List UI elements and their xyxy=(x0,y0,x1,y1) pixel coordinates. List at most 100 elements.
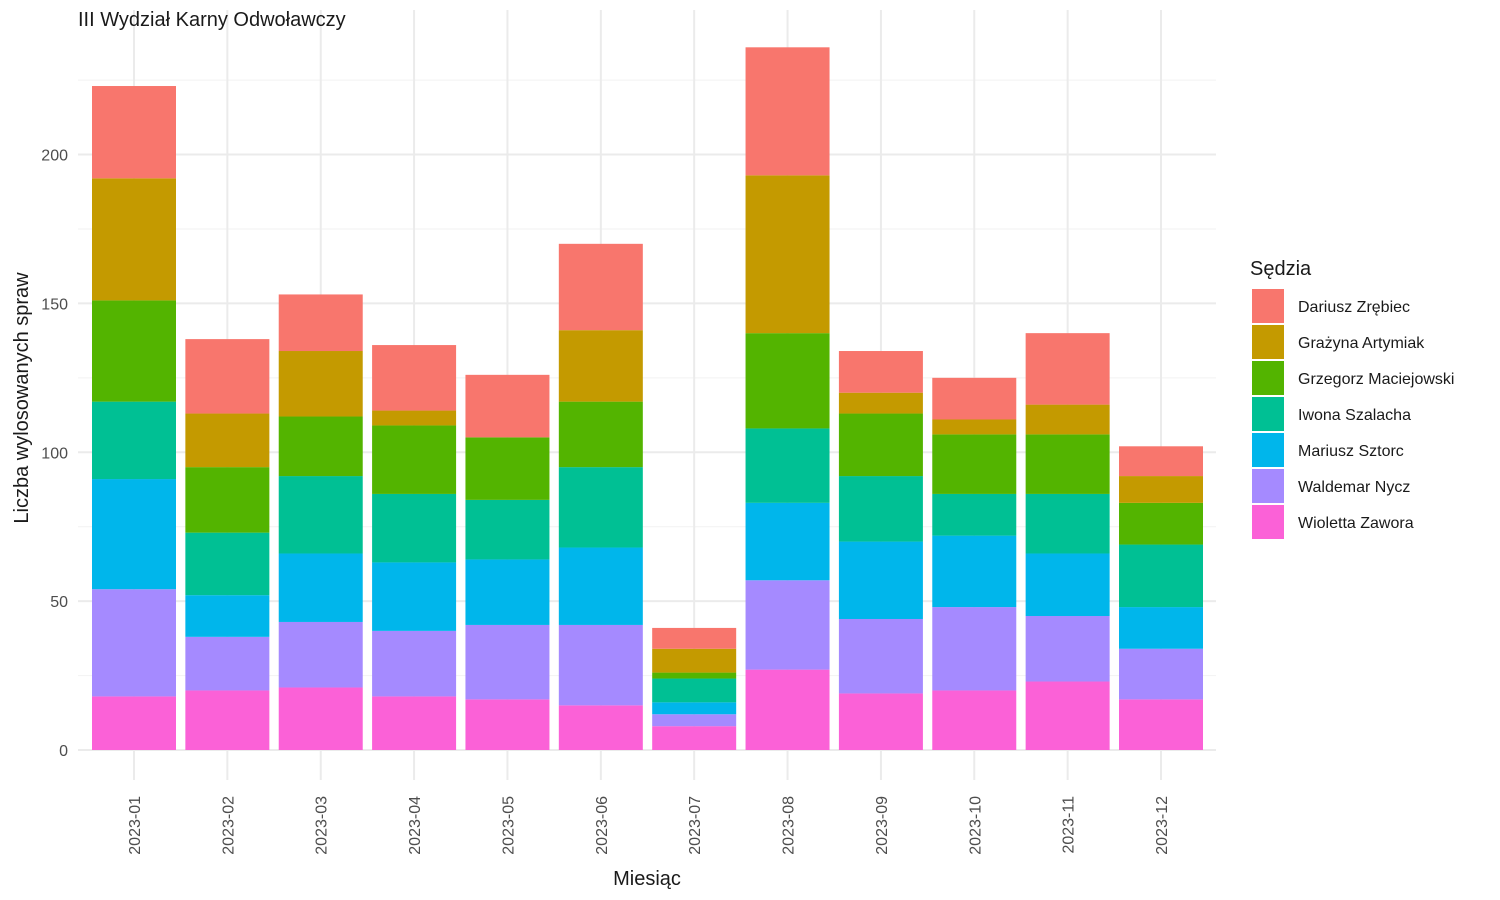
bar-segment xyxy=(838,618,923,694)
y-tick-label: 200 xyxy=(41,148,68,165)
bar-segment xyxy=(465,559,550,625)
bar-segment xyxy=(92,401,176,480)
bar-segment xyxy=(652,714,737,727)
x-tick-label: 2023-10 xyxy=(967,796,984,855)
bar-segment xyxy=(372,410,457,426)
bar-segment xyxy=(1119,544,1203,608)
bar-segment xyxy=(372,630,457,697)
legend-title: Sędzia xyxy=(1250,258,1312,280)
legend-label: Dariusz Zrębiec xyxy=(1298,299,1410,316)
x-tick-label: 2023-12 xyxy=(1154,796,1171,855)
bar-segment xyxy=(838,541,923,619)
x-tick-label: 2023-08 xyxy=(781,796,798,855)
bar-segment xyxy=(372,493,457,563)
y-tick-label: 50 xyxy=(50,594,68,611)
bars xyxy=(92,47,1203,750)
bar-segment xyxy=(92,696,176,750)
bar-segment xyxy=(185,636,270,691)
bar-segment xyxy=(558,243,643,331)
bar-segment xyxy=(932,690,1017,750)
bar-segment xyxy=(745,580,830,670)
x-axis-ticks: 2023-01 2023-02 2023-03 2023-04 2023-05 2023-… xyxy=(127,796,1171,855)
legend-key xyxy=(1252,433,1284,467)
bar-segment xyxy=(932,419,1017,435)
bar-segment xyxy=(278,294,363,352)
legend-key xyxy=(1252,289,1284,323)
bar-segment xyxy=(838,476,923,542)
bar-segment xyxy=(1025,333,1110,405)
bar-segment xyxy=(932,607,1017,691)
bar-segment xyxy=(745,502,830,581)
y-tick-label: 100 xyxy=(41,445,68,462)
y-tick-label: 0 xyxy=(59,743,68,760)
legend: Sędzia Dariusz Zrębiec Grażyna Artymiak Gr… xyxy=(1250,258,1454,539)
bar-segment xyxy=(932,377,1017,420)
bar-segment xyxy=(278,553,363,622)
bar-segment xyxy=(1119,476,1203,503)
bar-segment xyxy=(932,434,1017,494)
legend-key xyxy=(1252,325,1284,359)
bar-segment xyxy=(745,428,830,503)
bar-segment xyxy=(92,300,176,402)
legend-key xyxy=(1252,469,1284,503)
bar-segment xyxy=(372,696,457,750)
x-tick-label: 2023-04 xyxy=(407,796,424,855)
bar-segment xyxy=(652,678,737,703)
bar-segment xyxy=(652,672,737,679)
bar-segment xyxy=(745,333,830,429)
bar-segment xyxy=(372,425,457,494)
bar-segment xyxy=(1119,699,1203,750)
legend-label: Grzegorz Maciejowski xyxy=(1298,371,1454,388)
bar-segment xyxy=(185,532,270,596)
bar-segment xyxy=(372,562,457,631)
bar-segment xyxy=(185,690,270,750)
legend-label: Iwona Szalacha xyxy=(1298,407,1411,424)
x-tick-label: 2023-09 xyxy=(874,796,891,855)
bar-segment xyxy=(465,624,550,700)
bar-segment xyxy=(185,595,270,637)
bar-segment xyxy=(465,499,550,560)
x-tick-label: 2023-06 xyxy=(594,796,611,855)
bar-segment xyxy=(185,413,270,468)
legend-key xyxy=(1252,505,1284,539)
bar-segment xyxy=(558,401,643,468)
bar-segment xyxy=(1119,648,1203,700)
bar-segment xyxy=(652,726,737,750)
bar-segment xyxy=(652,627,737,649)
bar-segment xyxy=(558,330,643,402)
bar-segment xyxy=(465,437,550,500)
y-tick-label: 150 xyxy=(41,296,68,313)
bar-segment xyxy=(745,669,830,750)
bar-segment xyxy=(745,47,830,176)
chart-title: III Wydział Karny Odwoławczy xyxy=(78,9,346,31)
bar-segment xyxy=(652,648,737,673)
bar-segment xyxy=(92,589,176,697)
bar-segment xyxy=(1025,616,1110,682)
bar-segment xyxy=(185,467,270,533)
bar-segment xyxy=(558,624,643,706)
legend-label: Wioletta Zawora xyxy=(1298,515,1414,532)
bar-segment xyxy=(185,339,270,414)
bar-segment xyxy=(92,479,176,590)
bar-segment xyxy=(278,687,363,750)
y-axis-title: Liczba wylosowanych spraw xyxy=(11,272,33,524)
bar-segment xyxy=(278,416,363,477)
bar-segment xyxy=(92,86,176,179)
bar-segment xyxy=(745,175,830,334)
bar-segment xyxy=(1025,553,1110,617)
bar-segment xyxy=(1025,404,1110,435)
bar-segment xyxy=(558,705,643,750)
x-tick-label: 2023-11 xyxy=(1061,796,1078,854)
bar-segment xyxy=(652,702,737,715)
legend-label: Grażyna Artymiak xyxy=(1298,335,1425,352)
bar-segment xyxy=(838,413,923,477)
legend-label: Mariusz Sztorc xyxy=(1298,443,1404,460)
bar-segment xyxy=(838,392,923,414)
bar-segment xyxy=(932,493,1017,536)
bar-segment xyxy=(838,693,923,750)
x-tick-label: 2023-07 xyxy=(687,796,704,855)
x-tick-label: 2023-01 xyxy=(127,796,144,855)
bar-segment xyxy=(1025,493,1110,554)
bar-segment xyxy=(1119,607,1203,649)
